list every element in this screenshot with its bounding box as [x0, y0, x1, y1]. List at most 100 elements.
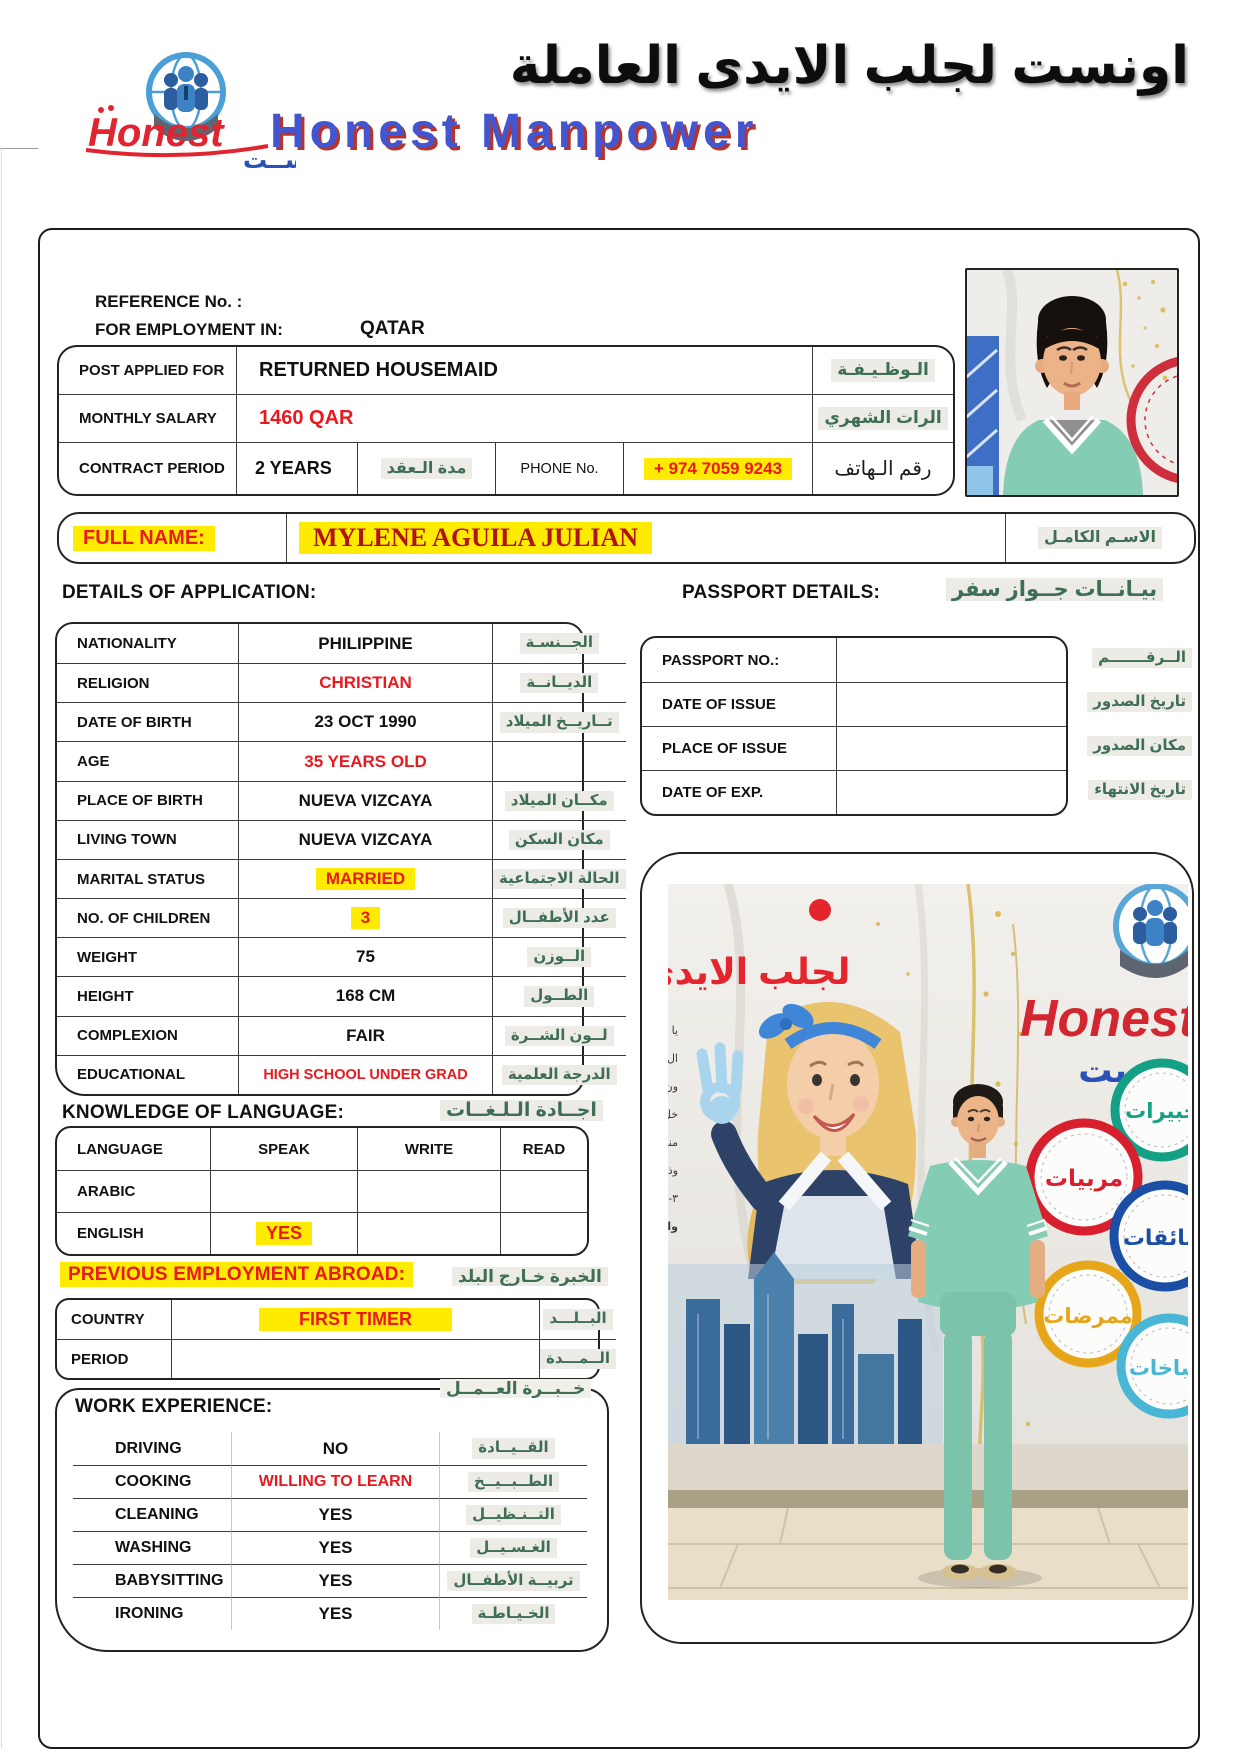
passport-no-label: PASSPORT NO.: — [662, 651, 780, 669]
badge-drivers: سائقات — [1109, 1180, 1188, 1292]
applicant-portrait-photo — [965, 268, 1179, 497]
badge-experts: خبيرات — [1110, 1058, 1188, 1162]
place-of-issue-label: PLACE OF ISSUE — [642, 726, 836, 770]
full-name-arabic: الاسـم الكامـل — [1005, 514, 1194, 562]
babysitting-value: YES — [231, 1564, 439, 1597]
post-applied-label: POST APPLIED FOR — [79, 362, 225, 379]
cleaning-label: CLEANING — [73, 1498, 231, 1531]
arabic-write-value — [357, 1170, 500, 1212]
babysitting-label: BABYSITTING — [73, 1564, 231, 1597]
previous-employment-heading-arabic: الخبرة خـارج البلد — [452, 1266, 608, 1289]
svg-text:وذل: وذل — [668, 1165, 678, 1177]
phone-arabic: رقم الـهاتف — [812, 442, 953, 494]
marital-status-value: MARRIED — [238, 858, 492, 899]
gold-speckles — [1122, 279, 1168, 381]
complexion-arabic: لــون الشــرة — [492, 1015, 626, 1055]
arabic-row-label: ARABIC — [57, 1170, 210, 1212]
full-name-label: FULL NAME: — [59, 514, 286, 562]
poster-red-dot — [809, 899, 831, 921]
logo-arabic: اونــســت — [243, 147, 296, 170]
weight-label: WEIGHT — [57, 937, 238, 976]
passport-heading-arabic: بيـانــات جــواز سفر — [946, 576, 1164, 604]
read-col-header: READ — [500, 1128, 587, 1170]
passport-no-value — [836, 638, 1066, 682]
passport-heading: PASSPORT DETAILS: — [682, 582, 880, 603]
document-border — [38, 228, 1200, 1749]
svg-text:خبيرات: خبيرات — [1125, 1100, 1188, 1123]
applicant-standing-figure — [908, 1084, 1048, 1580]
full-name-row: FULL NAME: MYLENE AGUILA JULIAN الاسـم ا… — [57, 512, 1196, 564]
country-label: COUNTRY — [71, 1311, 145, 1328]
driving-value: NO — [231, 1432, 439, 1465]
date-of-exp-value — [836, 770, 1066, 814]
honest-manpower-logo: Honest اونــســت — [85, 52, 296, 170]
scan-edge-line — [1, 148, 2, 1748]
poster-woman-illustration — [696, 1001, 922, 1284]
svg-text:منا: منا — [668, 1137, 678, 1149]
living-town-value: NUEVA VIZCAYA — [238, 819, 492, 859]
height-value: 168 CM — [238, 976, 492, 1016]
living-town-arabic: مكان السكن — [492, 819, 626, 859]
contract-period-value: 2 YEARS — [236, 442, 357, 494]
children-value: 3 — [238, 898, 492, 938]
driving-label: DRIVING — [115, 1439, 182, 1457]
phone-value: + 974 7059 9243 — [623, 442, 812, 494]
hand-icon — [154, 114, 218, 141]
logo-wordmark: Honest — [88, 111, 225, 155]
poster-logo-wordmark: Honest — [1020, 990, 1188, 1048]
phone-label: PHONE No. — [495, 442, 623, 494]
country-value: FIRST TIMER — [171, 1300, 539, 1339]
english-write-value — [357, 1212, 500, 1254]
date-of-exp-arabic: تاريخ الانتهاء — [1068, 768, 1192, 812]
children-arabic: عدد الأطفــال — [492, 898, 626, 938]
arabic-speak-value — [210, 1170, 357, 1212]
previous-employment-table: COUNTRY FIRST TIMER البــلـــد PERIOD ال… — [55, 1298, 616, 1380]
living-town-label: LIVING TOWN — [57, 819, 238, 859]
place-of-issue-value — [836, 726, 1066, 770]
full-name-value: MYLENE AGUILA JULIAN — [286, 514, 1005, 562]
height-label: HEIGHT — [57, 976, 238, 1015]
english-speak-value: YES — [210, 1212, 357, 1254]
washing-label: WASHING — [73, 1531, 231, 1564]
speak-col-header: SPEAK — [210, 1128, 357, 1170]
ironing-value: YES — [231, 1597, 439, 1630]
monthly-salary-label: MONTHLY SALARY — [59, 394, 236, 442]
date-of-birth-value: 23 OCT 1990 — [238, 702, 492, 742]
date-of-birth-label: DATE OF BIRTH — [57, 702, 238, 741]
svg-text:ون: ون — [668, 1081, 678, 1093]
ironing-label: IRONING — [73, 1597, 231, 1630]
arabic-read-value — [500, 1170, 587, 1212]
svg-text:والع: والع — [668, 1221, 678, 1233]
previous-employment-heading: PREVIOUS EMPLOYMENT ABROAD: — [60, 1262, 414, 1287]
reference-number-label: REFERENCE No. : — [95, 292, 243, 311]
svg-text:ال: ال — [668, 1053, 678, 1065]
badge-cooks: طباخات — [1116, 1313, 1188, 1419]
english-row-label: ENGLISH — [57, 1212, 210, 1254]
cooking-arabic: الطــبــيــخ — [439, 1465, 587, 1498]
children-label: NO. OF CHILDREN — [57, 898, 238, 937]
period-arabic: الــمـــدة — [539, 1339, 616, 1378]
religion-value: CHRISTIAN — [238, 663, 492, 703]
monthly-salary-value: 1460 QAR — [236, 394, 812, 442]
employment-in-label: FOR EMPLOYMENT IN: — [95, 320, 283, 339]
ironing-arabic: الخـيـاطـة — [439, 1597, 587, 1630]
job-info-table: POST APPLIED FOR RETURNED HOUSEMAID الـو… — [57, 345, 955, 496]
svg-text:سائقات: سائقات — [1123, 1225, 1188, 1250]
weight-value: 75 — [238, 937, 492, 977]
period-value — [171, 1339, 539, 1378]
city-skyline — [668, 1252, 943, 1444]
work-experience-box — [55, 1388, 609, 1652]
floor — [668, 1444, 1188, 1600]
weight-arabic: الــوزن — [492, 937, 626, 977]
work-experience-rows: DRIVING NO القــيــادة COOKING WILLING T… — [73, 1432, 587, 1630]
marital-status-arabic: الحالة الاجتماعية — [492, 858, 626, 899]
svg-text:مربيات: مربيات — [1045, 1165, 1123, 1192]
complexion-label: COMPLEXION — [57, 1015, 238, 1055]
place-of-issue-arabic: مكان الصدور — [1068, 724, 1192, 768]
date-of-issue-value — [836, 682, 1066, 726]
post-applied-value: RETURNED HOUSEMAID — [236, 347, 812, 394]
work-experience-heading-arabic: خــبــرة العــمــل — [440, 1378, 592, 1401]
